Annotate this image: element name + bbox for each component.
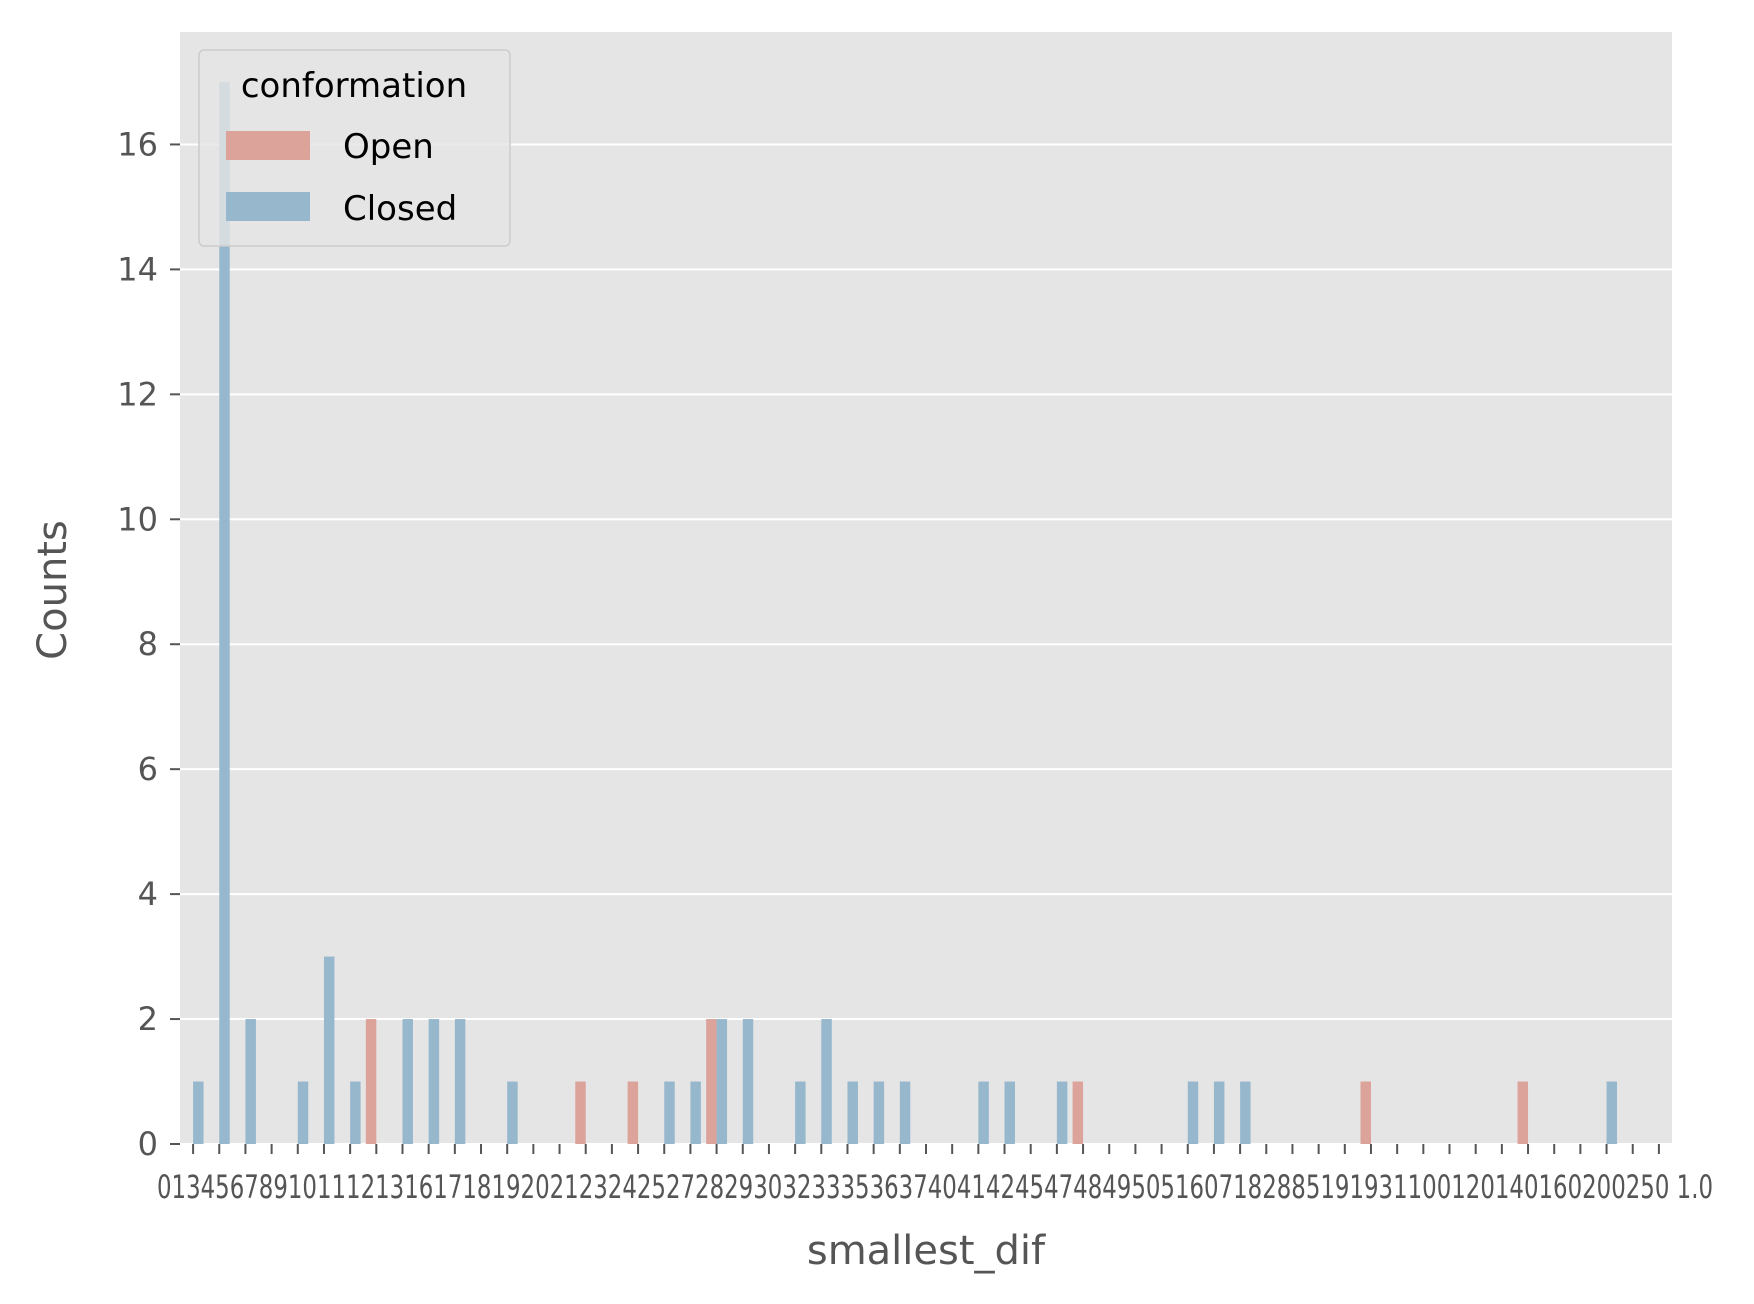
- y-tick-label: 10: [117, 500, 158, 538]
- bar-closed: [297, 1081, 309, 1144]
- y-tick-label: 16: [117, 125, 158, 163]
- y-axis-label: Counts: [30, 520, 76, 660]
- legend-label-open: Open: [343, 127, 434, 167]
- bar-closed: [1187, 1081, 1199, 1144]
- bar-closed: [323, 956, 335, 1144]
- y-tick-label: 12: [117, 375, 158, 413]
- bar-closed: [873, 1081, 885, 1144]
- bar-closed: [978, 1081, 989, 1144]
- bar-closed: [716, 1019, 728, 1144]
- bar-open: [706, 1019, 717, 1144]
- bar-closed: [1056, 1081, 1068, 1144]
- bar-closed: [821, 1019, 832, 1144]
- bar-closed: [402, 1019, 413, 1144]
- bar-open: [365, 1019, 377, 1144]
- y-tick-label: 14: [117, 250, 158, 288]
- bar-closed: [664, 1081, 675, 1144]
- bar-closed: [847, 1081, 858, 1144]
- bar-closed: [899, 1081, 911, 1144]
- bar-closed: [1213, 1081, 1225, 1144]
- y-tick-label: 4: [138, 875, 158, 913]
- legend: conformation Open Closed: [198, 49, 511, 247]
- bar-closed: [245, 1019, 256, 1144]
- bars: [193, 81, 1618, 1144]
- legend-swatch-closed: [226, 192, 310, 221]
- x-axis-ticks: [192, 1144, 1660, 1154]
- bar-closed: [454, 1019, 466, 1144]
- bar-closed: [1606, 1081, 1618, 1144]
- y-tick-label: 2: [138, 1000, 158, 1038]
- x-tick-labels: 0134567891011121316171819202123242527282…: [157, 1168, 1713, 1206]
- bar-open: [575, 1081, 586, 1144]
- bar-closed: [219, 81, 230, 1144]
- legend-label-closed: Closed: [343, 189, 457, 229]
- y-tick-label: 0: [138, 1125, 158, 1163]
- bar-open: [1360, 1081, 1371, 1144]
- bar-closed: [1004, 1081, 1015, 1144]
- bar-closed: [193, 1081, 204, 1144]
- bar-closed: [507, 1081, 518, 1144]
- bar-closed: [1240, 1081, 1251, 1144]
- bar-closed: [690, 1081, 701, 1144]
- legend-title: conformation: [241, 66, 467, 106]
- y-tick-label: 6: [138, 750, 158, 788]
- x-axis-label: smallest_dif: [807, 1228, 1046, 1274]
- bar-open: [627, 1081, 639, 1144]
- bar-open: [1072, 1081, 1084, 1144]
- bar-closed: [742, 1019, 754, 1144]
- y-tick-label: 8: [138, 625, 158, 663]
- bar-closed: [350, 1081, 361, 1144]
- bar-closed: [428, 1019, 440, 1144]
- legend-swatch-open: [226, 131, 310, 160]
- y-axis-ticks: 0 2 4 6 8 10 12 14 16: [117, 125, 180, 1163]
- bar-closed: [795, 1081, 806, 1144]
- bar-open: [1517, 1081, 1529, 1144]
